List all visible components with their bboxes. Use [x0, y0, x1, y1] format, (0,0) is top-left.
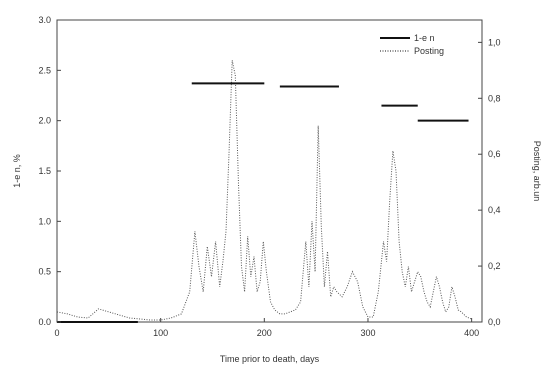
y-right-tick-label: 0,4	[488, 205, 501, 215]
plot-frame	[56, 19, 483, 323]
series	[56, 60, 472, 323]
y-axis-left-label: 1-e n, %	[12, 154, 22, 188]
y-right-tick-label: 0,8	[488, 93, 501, 103]
y-left-tick-label: 1.5	[38, 166, 51, 176]
legend: 1-e n Posting	[380, 33, 444, 56]
x-tick-label: 300	[360, 328, 375, 338]
y-right-tick-label: 0,2	[488, 261, 501, 271]
plot-frame	[56, 19, 483, 323]
y-right-tick-label: 0,6	[488, 149, 501, 159]
y-right-tick-label: 1,0	[488, 37, 501, 47]
y-left-tick-label: 2.0	[38, 116, 51, 126]
x-axis-label: Time prior to death, days	[220, 354, 320, 364]
y-left-tick-label: 2.5	[38, 65, 51, 75]
y-left-tick-label: 1.0	[38, 216, 51, 226]
x-tick-label: 0	[54, 328, 59, 338]
y-left-tick-label: 0.5	[38, 267, 51, 277]
series-posting-line	[56, 60, 472, 321]
x-tick-label: 100	[153, 328, 168, 338]
legend-label: 1-e n	[414, 33, 435, 43]
x-tick-label: 200	[257, 328, 272, 338]
y-right-tick-label: 0,0	[488, 317, 501, 327]
y-left-tick-label: 3.0	[38, 15, 51, 25]
legend-label: Posting	[414, 46, 444, 56]
y-left-tick-label: 0.0	[38, 317, 51, 327]
y-axis-right-label: Posting, arb.un	[532, 141, 542, 202]
axis-ticks: 0 100 200 300 400 0.0 0.5 1.0 1.5 2.0 2.5 3.0 0,0 0,2…	[38, 15, 500, 338]
x-tick-label: 400	[464, 328, 479, 338]
